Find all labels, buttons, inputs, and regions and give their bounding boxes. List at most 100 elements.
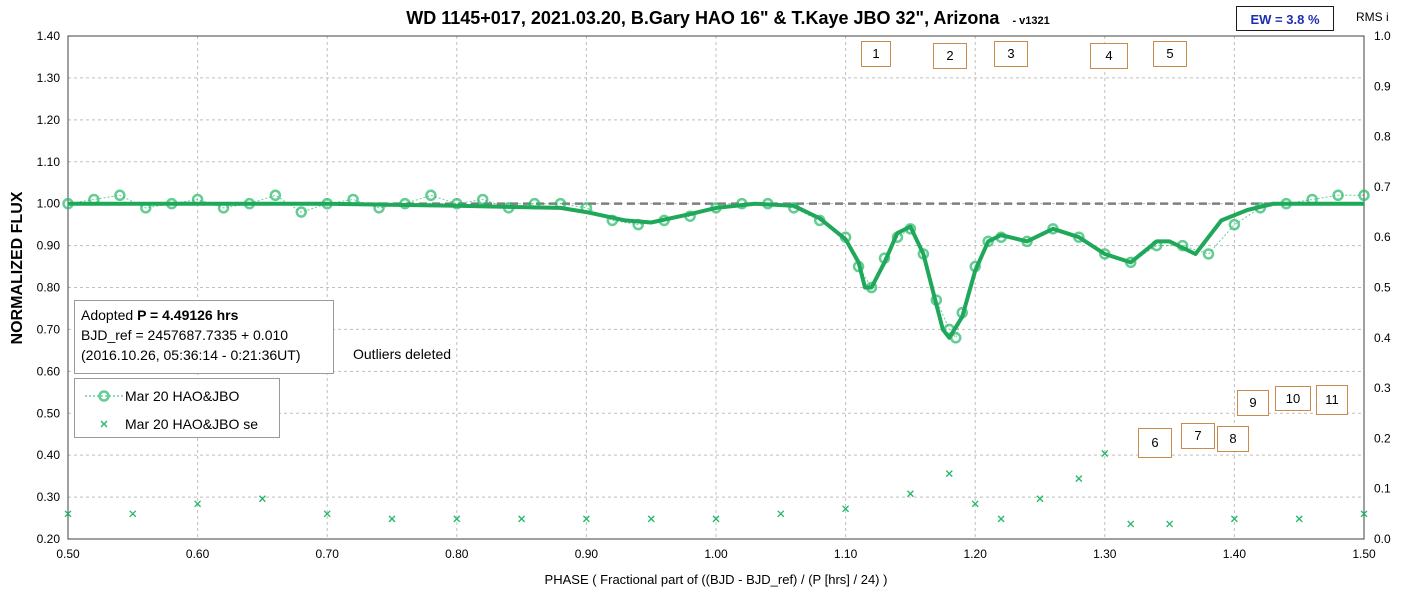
- se-point: [388, 515, 396, 523]
- outliers-note: Outliers deleted: [353, 346, 452, 362]
- se-point: [323, 510, 331, 518]
- y-tick-label: 0.40: [37, 448, 61, 462]
- y2-tick-label: 0.8: [1374, 130, 1391, 144]
- y-tick-label: 0.90: [37, 239, 61, 253]
- se-point: [64, 510, 72, 518]
- y2-tick-label: 0.6: [1374, 230, 1391, 244]
- y-axis-label: NORMALIZED FLUX: [9, 191, 26, 344]
- x-tick-labels: 0.50 0.60 0.70 0.80 0.90 1.00 1.10 1.20 1.30 1.40…: [56, 547, 1376, 561]
- y-tick-label: 1.30: [37, 71, 61, 85]
- dip-marker-5: 5: [1153, 41, 1187, 67]
- dip-marker-3: 3: [994, 41, 1028, 67]
- flux-point: [269, 189, 282, 202]
- bjd-ref-line: BJD_ref = 2457687.7335 + 0.010: [81, 327, 289, 343]
- se-point: [453, 515, 461, 523]
- y2-tick-label: 0.4: [1374, 331, 1391, 345]
- se-point: [258, 495, 266, 503]
- dip-marker-8: 8: [1217, 426, 1249, 452]
- x-tick-label: 1.00: [704, 547, 728, 561]
- ew-badge: EW = 3.8 %: [1236, 6, 1334, 31]
- se-point: [1295, 515, 1303, 523]
- y2-axis-label: RMS i: [1356, 10, 1389, 24]
- y2-tick-label: 0.2: [1374, 431, 1391, 445]
- dip-marker-4: 4: [1090, 43, 1128, 69]
- dip-marker-1: 1: [861, 41, 891, 67]
- y-tick-label: 0.70: [37, 322, 61, 336]
- y-tick-label: 0.50: [37, 406, 61, 420]
- y-tick-label: 0.20: [37, 532, 61, 546]
- se-point: [1036, 495, 1044, 503]
- flux-point: [1332, 189, 1344, 202]
- flux-point: [451, 197, 463, 210]
- se-point: [582, 515, 590, 523]
- period-value: P = 4.49126 hrs: [137, 307, 239, 323]
- legend-x-icon: [100, 420, 108, 428]
- y-tick-label: 1.10: [37, 155, 61, 169]
- x-tick-label: 0.90: [575, 547, 599, 561]
- fit-curve: [68, 201, 1364, 340]
- flux-point: [114, 189, 126, 202]
- legend-label-flux: Mar 20 HAO&JBO: [125, 388, 240, 404]
- legend-circle-icon: [85, 390, 123, 402]
- chart-title-text: WD 1145+017, 2021.03.20, B.Gary HAO 16" …: [406, 8, 1000, 28]
- dip-marker-10: 10: [1275, 386, 1311, 411]
- legend-label-se: Mar 20 HAO&JBO se: [125, 416, 259, 432]
- series-se-points: [64, 450, 1368, 528]
- flux-point: [1358, 189, 1370, 202]
- se-point: [971, 500, 979, 508]
- y2-tick-labels: 0.0 0.1 0.2 0.3 0.4 0.5 0.6 0.7 0.8 0.9 1.0: [1374, 29, 1391, 546]
- se-point: [1075, 475, 1083, 483]
- flux-point: [425, 189, 437, 202]
- y2-tick-label: 1.0: [1374, 29, 1391, 43]
- y-tick-label: 0.60: [37, 364, 61, 378]
- se-point: [194, 500, 202, 508]
- flux-point: [1202, 248, 1215, 260]
- y-tick-label: 0.30: [37, 490, 61, 504]
- x-tick-label: 1.40: [1223, 547, 1247, 561]
- x-tick-label: 0.80: [445, 547, 469, 561]
- x-tick-label: 1.30: [1093, 547, 1117, 561]
- period-prefix: Adopted: [81, 307, 138, 323]
- x-axis-label: PHASE ( Fractional part of ((BJD - BJD_r…: [545, 572, 888, 587]
- period-line: Adopted P = 4.49126 hrs: [81, 305, 327, 325]
- y2-tick-label: 0.0: [1374, 532, 1391, 546]
- se-point: [997, 515, 1005, 523]
- version-label: - v1321: [1012, 15, 1049, 27]
- y2-tick-label: 0.9: [1374, 79, 1391, 93]
- plot-area-border: [67, 35, 1365, 540]
- se-point: [1360, 510, 1368, 518]
- se-point: [1101, 450, 1109, 457]
- dip-marker-11: 11: [1316, 385, 1348, 415]
- y-tick-label: 1.00: [37, 197, 61, 211]
- chart-title: WD 1145+017, 2021.03.20, B.Gary HAO 16" …: [406, 8, 1050, 28]
- x-tick-label: 0.60: [186, 547, 210, 561]
- flux-point: [295, 206, 308, 218]
- se-point: [712, 515, 720, 523]
- se-point: [777, 510, 785, 518]
- flux-point: [1228, 218, 1241, 231]
- flux-point: [476, 193, 489, 206]
- se-point: [842, 505, 850, 513]
- se-point: [945, 470, 953, 478]
- y-tick-label: 1.20: [37, 113, 61, 127]
- dip-marker-6: 6: [1138, 428, 1172, 458]
- y2-tick-label: 0.3: [1374, 381, 1391, 395]
- se-point: [1127, 520, 1135, 528]
- x-tick-label: 1.50: [1352, 547, 1376, 561]
- x-tick-label: 0.70: [316, 547, 340, 561]
- se-point: [1230, 515, 1238, 523]
- y-tick-label: 0.80: [37, 281, 61, 295]
- period-info-box: Adopted P = 4.49126 hrs BJD_ref = 245768…: [74, 300, 334, 374]
- y-tick-labels: 0.20 0.30 0.40 0.50 0.60 0.70 0.80 0.90 1.00 1.10…: [37, 29, 61, 546]
- y2-tick-label: 0.5: [1374, 281, 1391, 295]
- y2-tick-label: 0.7: [1374, 180, 1391, 194]
- se-point: [129, 510, 137, 518]
- legend: Mar 20 HAO&JBO Mar 20 HAO&JBO se: [74, 378, 280, 438]
- se-point: [906, 490, 914, 498]
- x-tick-label: 0.50: [56, 547, 80, 561]
- x-tick-label: 1.20: [964, 547, 988, 561]
- se-point: [1166, 520, 1174, 528]
- dip-marker-2: 2: [933, 43, 967, 69]
- ref-date-line: (2016.10.26, 05:36:14 - 0:21:36UT): [81, 347, 301, 363]
